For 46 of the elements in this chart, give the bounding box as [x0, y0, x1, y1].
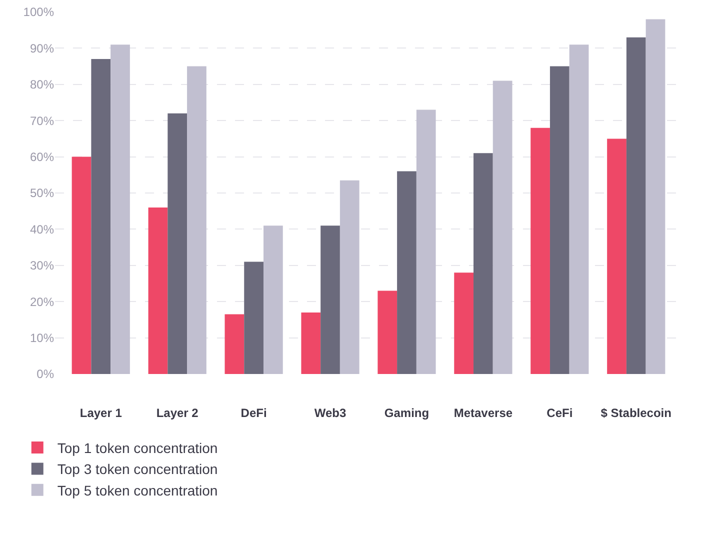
bar [320, 226, 340, 374]
y-tick-label: 80% [30, 78, 54, 92]
legend-label: Top 5 token concentration [57, 482, 218, 498]
bar [646, 19, 666, 374]
bar [72, 156, 92, 374]
bar [416, 110, 436, 374]
legend-label: Top 1 token concentration [57, 440, 218, 456]
bar [91, 59, 111, 374]
legend-label: Top 3 token concentration [57, 461, 218, 478]
bar [148, 207, 168, 374]
x-tick-label: CeFi [546, 406, 573, 420]
y-tick-label: 20% [30, 294, 54, 309]
bar [340, 180, 360, 374]
bar [244, 262, 264, 374]
y-tick-label: 0% [36, 367, 54, 382]
bar [474, 153, 493, 374]
x-tick-label: DeFi [240, 406, 267, 420]
bar [263, 226, 283, 374]
y-tick-label: 10% [30, 331, 54, 345]
bar [530, 128, 550, 374]
y-tick-label: 70% [30, 114, 54, 128]
bar [168, 113, 188, 374]
bar [378, 290, 398, 374]
y-tick-label: 40% [30, 222, 54, 236]
x-tick-label: $ Stablecoin [600, 406, 672, 420]
bar [110, 44, 130, 374]
x-tick-label: Web3 [314, 406, 346, 420]
bar [569, 44, 589, 374]
y-tick-label: 30% [30, 258, 54, 273]
bar [550, 66, 570, 374]
bar [626, 37, 646, 374]
bar [187, 66, 206, 374]
x-tick-label: Layer 1 [80, 406, 122, 420]
bar [397, 171, 416, 374]
bar [301, 312, 321, 374]
y-tick-label: 90% [30, 41, 54, 56]
x-tick-label: Gaming [384, 406, 430, 420]
bar [224, 314, 244, 374]
x-tick-label: Layer 2 [156, 406, 199, 420]
x-tick-label: Metaverse [454, 406, 513, 420]
y-tick-label: 100% [23, 5, 54, 20]
bar [607, 138, 626, 374]
y-tick-label: 60% [30, 150, 54, 164]
y-tick-label: 50% [30, 186, 54, 200]
bar [454, 272, 474, 374]
bar [492, 80, 512, 374]
